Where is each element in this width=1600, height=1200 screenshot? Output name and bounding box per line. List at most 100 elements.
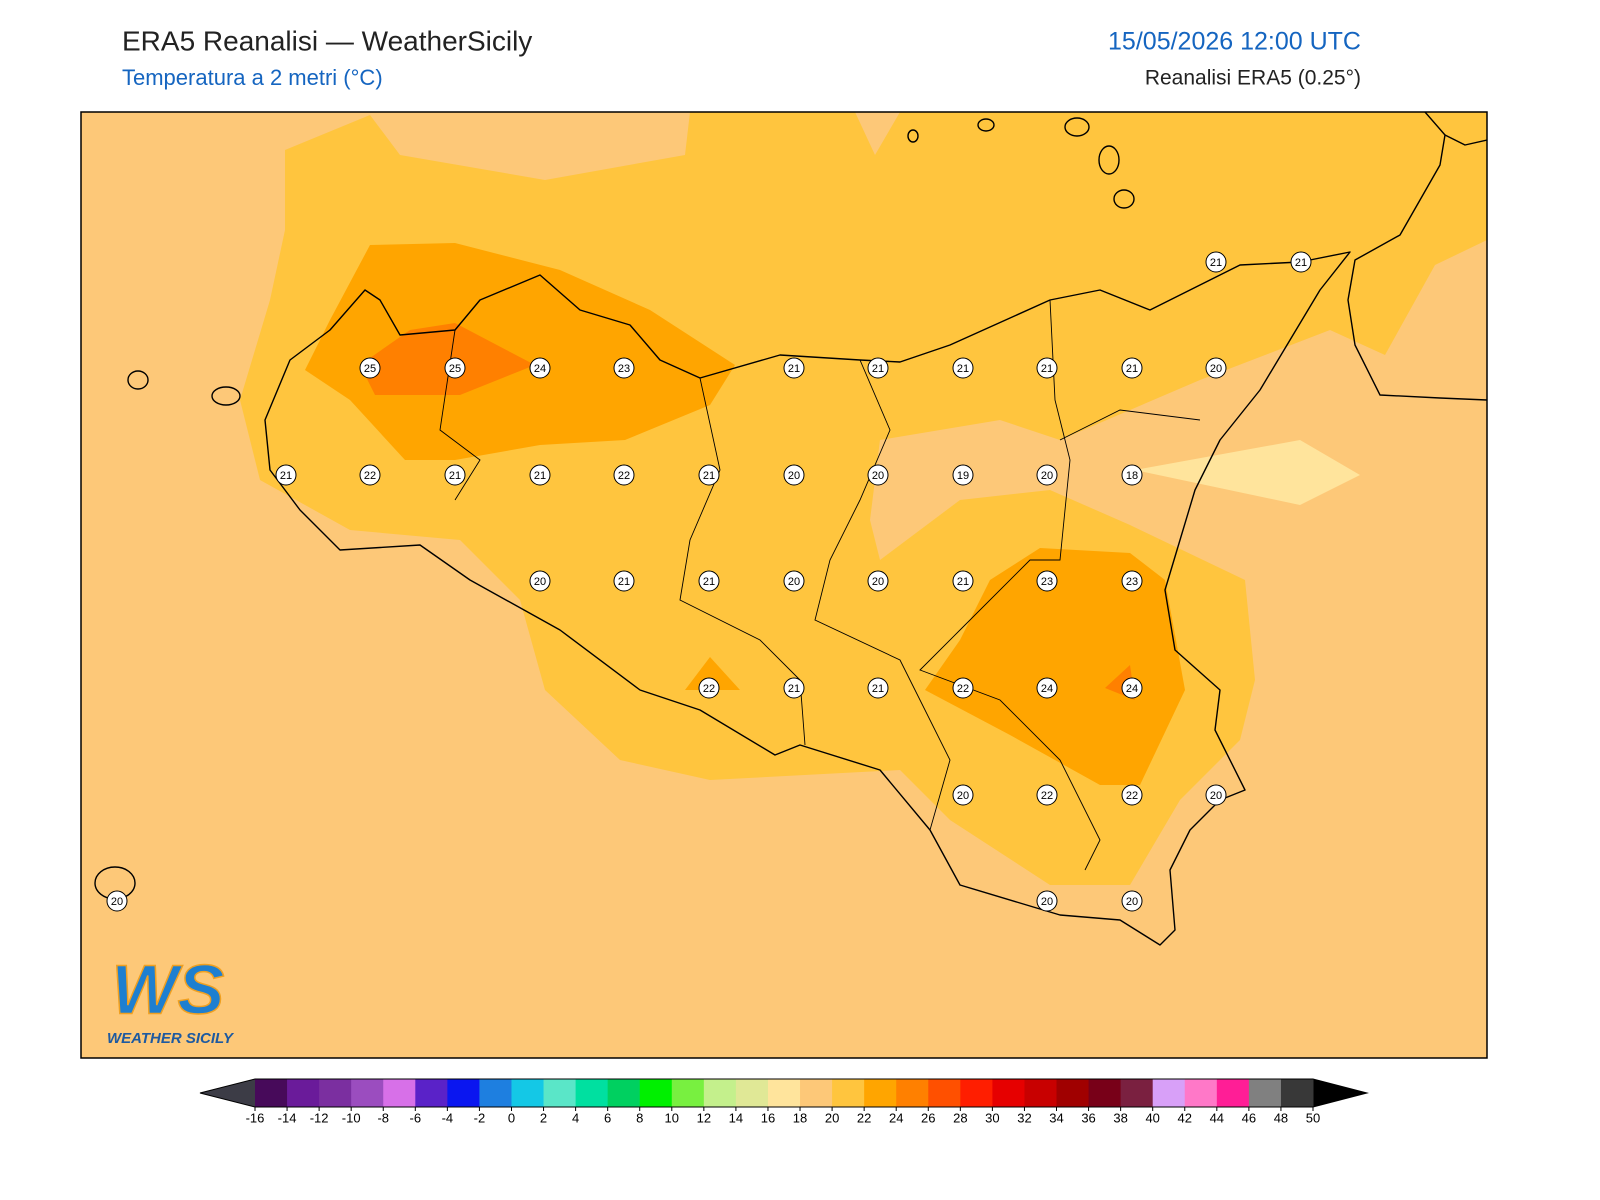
calabria-coast-north bbox=[1444, 134, 1487, 146]
station-marker bbox=[529, 357, 551, 379]
temperature-band bbox=[925, 548, 1185, 785]
station-value: 19 bbox=[957, 470, 969, 482]
station-value: 21 bbox=[872, 683, 884, 695]
station-value: 21 bbox=[280, 470, 292, 482]
colorbar-bin bbox=[960, 1079, 993, 1107]
station-value: 20 bbox=[957, 790, 969, 802]
station-marker bbox=[529, 464, 551, 486]
colorbar-bin bbox=[319, 1079, 352, 1107]
colorbar-bin bbox=[992, 1079, 1025, 1107]
colorbar-tick-label: -2 bbox=[474, 1110, 486, 1125]
station-marker bbox=[783, 464, 805, 486]
station-value: 20 bbox=[872, 470, 884, 482]
colorbar-bin bbox=[1248, 1079, 1282, 1107]
colorbar-bin bbox=[800, 1079, 833, 1107]
station-marker bbox=[106, 890, 128, 912]
colorbar-bin bbox=[639, 1079, 673, 1107]
colorbar-tick-label: 28 bbox=[953, 1110, 967, 1125]
station-value: 25 bbox=[449, 363, 461, 375]
temperature-field bbox=[240, 112, 1487, 885]
colorbar-bin bbox=[864, 1079, 897, 1107]
station-marker bbox=[1121, 570, 1143, 592]
coastlines bbox=[94, 112, 1487, 946]
colorbar-bin bbox=[928, 1079, 961, 1107]
colorbar-bin bbox=[832, 1079, 865, 1107]
colorbar-tick-label: 34 bbox=[1049, 1110, 1063, 1125]
station-marker bbox=[952, 784, 974, 806]
station-value: 21 bbox=[449, 470, 461, 482]
station-value: 24 bbox=[1041, 683, 1053, 695]
colorbar-tick-label: 48 bbox=[1274, 1110, 1288, 1125]
station-marker bbox=[1205, 784, 1227, 806]
colorbar-tick-label: -16 bbox=[246, 1110, 265, 1125]
station-marker bbox=[1036, 570, 1058, 592]
colorbar-tick-label: -12 bbox=[310, 1110, 329, 1125]
colorbar-tick-label: 46 bbox=[1242, 1110, 1256, 1125]
station-value: 21 bbox=[957, 576, 969, 588]
station-value: 20 bbox=[788, 576, 800, 588]
station-value: 22 bbox=[703, 683, 715, 695]
colorbar-tick-label: 22 bbox=[857, 1110, 871, 1125]
station-marker bbox=[867, 464, 889, 486]
colorbar-bin bbox=[287, 1079, 320, 1107]
station-value: 22 bbox=[957, 683, 969, 695]
sicily-coast bbox=[264, 251, 1351, 946]
station-marker bbox=[1036, 890, 1058, 912]
station-value: 23 bbox=[1041, 576, 1053, 588]
station-marker bbox=[359, 357, 381, 379]
station-value: 21 bbox=[1041, 363, 1053, 375]
station-value: 21 bbox=[618, 576, 630, 588]
colorbar-bin bbox=[703, 1079, 737, 1107]
station-marker bbox=[698, 570, 720, 592]
colorbar-tick-label: 50 bbox=[1306, 1110, 1320, 1125]
station-marker bbox=[783, 570, 805, 592]
colorbar-bin bbox=[575, 1079, 609, 1107]
station-marker bbox=[952, 677, 974, 699]
station-marker bbox=[1121, 677, 1143, 699]
station-value: 18 bbox=[1126, 470, 1138, 482]
station-value: 22 bbox=[1126, 790, 1138, 802]
station-value: 21 bbox=[957, 363, 969, 375]
station-marker bbox=[783, 677, 805, 699]
temperature-band bbox=[1135, 440, 1360, 505]
colorbar-bin bbox=[735, 1079, 769, 1107]
station-marker bbox=[1290, 251, 1312, 273]
colorbar-bin bbox=[607, 1079, 641, 1107]
station-marker bbox=[867, 357, 889, 379]
station-marker bbox=[867, 570, 889, 592]
island bbox=[1113, 189, 1135, 209]
temperature-band bbox=[305, 243, 735, 460]
colorbar-tick-label: 14 bbox=[729, 1110, 743, 1125]
station-value: 20 bbox=[111, 896, 123, 908]
colorbar-tick-label: -10 bbox=[342, 1110, 361, 1125]
colorbar-bin bbox=[1024, 1079, 1058, 1107]
subtitle: Temperatura a 2 metri (°C) bbox=[122, 65, 383, 90]
station-marker bbox=[359, 464, 381, 486]
station-value: 24 bbox=[1126, 683, 1138, 695]
station-value: 21 bbox=[534, 470, 546, 482]
colorbar-tick-label: 32 bbox=[1017, 1110, 1031, 1125]
temperature-band bbox=[360, 323, 535, 395]
colorbar-bin bbox=[479, 1079, 512, 1107]
map-frame bbox=[80, 111, 1488, 1059]
station-value: 21 bbox=[1210, 257, 1222, 269]
logo-text: WEATHER SICILY bbox=[107, 1030, 235, 1047]
colorbar-bin bbox=[447, 1079, 480, 1107]
station-marker bbox=[275, 464, 297, 486]
colorbar-tick-label: 26 bbox=[921, 1110, 935, 1125]
title: ERA5 Reanalisi — WeatherSicily bbox=[122, 25, 532, 56]
colorbar-bin bbox=[415, 1079, 448, 1107]
station-marker bbox=[444, 357, 466, 379]
station-marker bbox=[529, 570, 551, 592]
logo-mark: WS bbox=[112, 950, 225, 1028]
station-value: 21 bbox=[872, 363, 884, 375]
station-value: 24 bbox=[534, 363, 546, 375]
colorbar-tick-label: 42 bbox=[1178, 1110, 1192, 1125]
colorbar-under bbox=[200, 1079, 255, 1107]
station-marker bbox=[1121, 464, 1143, 486]
colorbar-bin bbox=[1152, 1079, 1186, 1107]
station-marker bbox=[613, 357, 635, 379]
station-marker bbox=[867, 677, 889, 699]
station-marker bbox=[613, 464, 635, 486]
island bbox=[1098, 145, 1120, 175]
